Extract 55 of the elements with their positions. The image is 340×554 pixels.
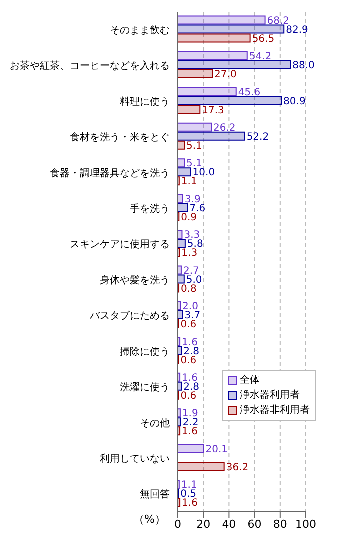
data-label: 1.6: [182, 337, 198, 348]
data-label: 80.9: [284, 96, 306, 108]
data-label: 7.6: [190, 203, 206, 214]
data-label: 82.9: [286, 24, 308, 36]
data-label: 2.8: [184, 346, 200, 358]
data-label: 17.3: [202, 105, 224, 116]
y-tick-label: 洗濯に使う: [120, 382, 170, 394]
data-label: 1.1: [181, 176, 198, 188]
y-tick-label: その他: [140, 417, 170, 430]
data-label: 27.0: [214, 70, 237, 81]
data-label: 26.2: [214, 122, 236, 134]
data-label: 88.0: [292, 60, 315, 72]
x-axis-title: （%）: [134, 512, 166, 526]
legend-label: 全体: [240, 374, 260, 388]
data-label: 0.8: [181, 284, 197, 295]
data-label: 5.1: [186, 140, 202, 152]
y-tick-label: 手を洗う: [130, 202, 170, 215]
data-label: 3.9: [184, 194, 201, 206]
data-label: 36.2: [226, 462, 249, 474]
data-label: 1.3: [182, 248, 198, 260]
y-tick-label: スキンケアに使用する: [70, 240, 170, 251]
data-label: 1.6: [182, 498, 198, 510]
y-tick-label: バスタブにためる: [89, 310, 170, 322]
y-tick-label: 食器・調理器具などを洗う: [50, 167, 170, 180]
data-label: 52.2: [246, 132, 270, 143]
data-label: 68.2: [267, 16, 290, 27]
data-label: 2.7: [183, 266, 200, 277]
data-label: 0.9: [181, 212, 198, 224]
y-tick-label: 料理に使う: [120, 96, 170, 108]
data-label: 45.6: [238, 87, 261, 98]
y-tick-label: 身体や髪を洗う: [100, 274, 170, 286]
data-label: 2.8: [184, 382, 200, 393]
data-label: 0.6: [180, 320, 197, 331]
x-tick-label: 20: [196, 518, 211, 531]
x-tick-label: 80: [273, 518, 288, 531]
data-label: 5.0: [186, 274, 202, 286]
y-tick-label: 無回答: [140, 488, 170, 501]
x-tick-label: 100: [296, 518, 316, 531]
data-label: 56.5: [252, 34, 275, 45]
data-label: 1.6: [182, 372, 198, 384]
data-label: 0.6: [180, 355, 197, 366]
y-tick-label: 食材を洗う・米をとぐ: [70, 132, 170, 144]
legend-label: 浄水器利用者: [240, 388, 300, 403]
data-label: 0.6: [180, 390, 197, 402]
data-label: 20.1: [206, 444, 228, 456]
legend-label: 浄水器非利用者: [240, 404, 310, 418]
y-tick-label: 掃除に使う: [120, 346, 170, 358]
data-label: 54.2: [249, 52, 272, 63]
y-tick-label: お茶や紅茶、コーヒーなどを入れる: [10, 60, 170, 72]
x-tick-label: 0: [174, 518, 182, 531]
y-tick-label: 利用していない: [100, 452, 170, 465]
y-tick-label: そのまま飲む: [110, 25, 170, 36]
x-tick-label: 40: [222, 518, 236, 531]
data-label: 1.6: [182, 426, 198, 438]
x-tick-label: 60: [248, 518, 262, 531]
